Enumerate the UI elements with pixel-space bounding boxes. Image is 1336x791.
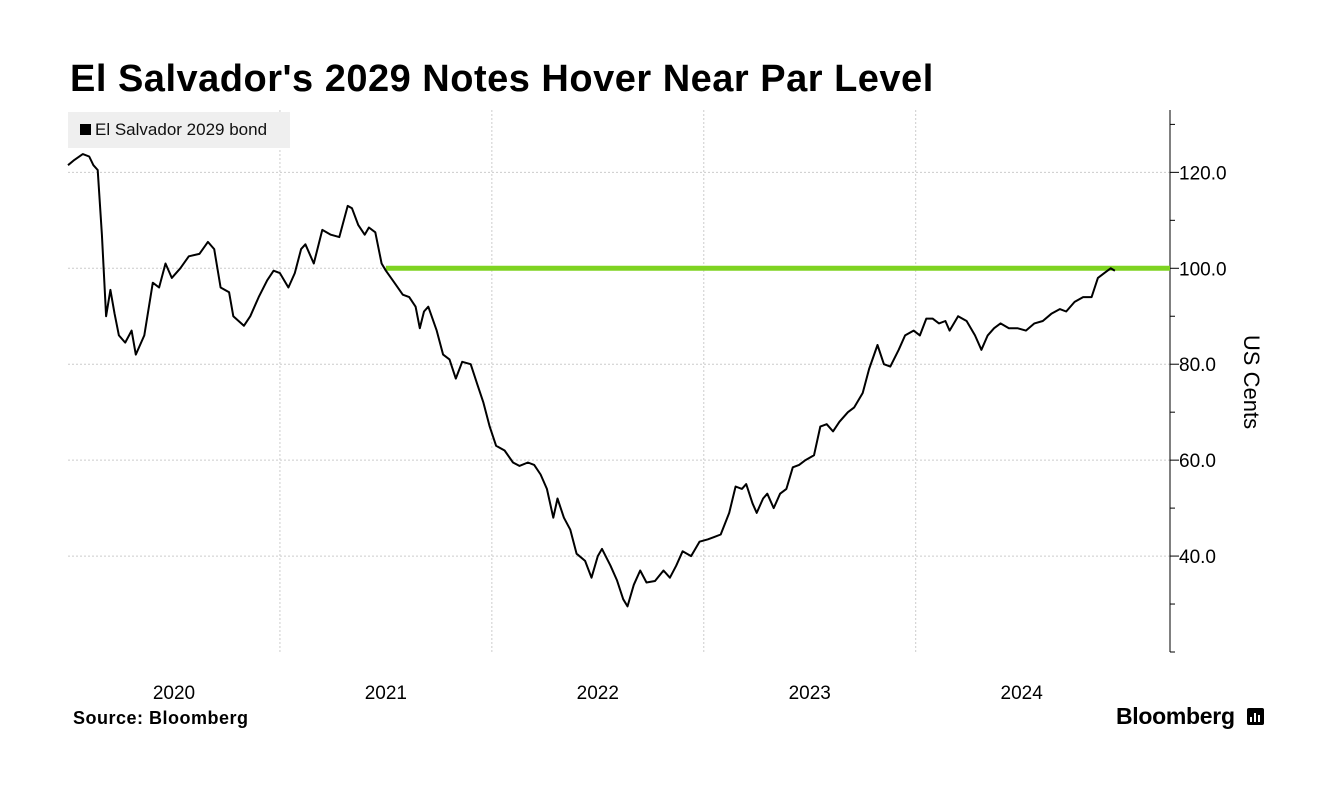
x-tick-label: 2021 (365, 683, 407, 704)
x-tick-label: 2022 (577, 683, 619, 704)
y-tick-label: 100.0 (1179, 259, 1227, 280)
legend-swatch (80, 124, 91, 135)
source-note: Source: Bloomberg (73, 708, 249, 729)
y-tick-label: 80.0 (1179, 355, 1216, 376)
y-axis: 120.0 100.0 80.0 60.0 40.0 US Cents (1169, 110, 1264, 653)
grid-layer (68, 110, 1170, 652)
series-line (67, 153, 1116, 608)
bloomberg-chart-icon (1247, 708, 1264, 725)
chart-title: El Salvador's 2029 Notes Hover Near Par … (70, 58, 934, 100)
x-tick-label: 2024 (1001, 683, 1044, 704)
x-tick-label: 2020 (153, 683, 195, 704)
x-tick-label: 2023 (789, 683, 831, 704)
y-axis-title: US Cents (1239, 335, 1264, 429)
legend-label: El Salvador 2029 bond (95, 120, 268, 139)
brand-name: Bloomberg (1116, 703, 1235, 729)
legend: El Salvador 2029 bond (68, 112, 290, 148)
source-label: Source: (73, 708, 144, 728)
source-value: Bloomberg (149, 708, 249, 728)
y-tick-label: 40.0 (1179, 547, 1216, 568)
series-layer (67, 153, 1116, 608)
x-axis: 2020 2021 2022 2023 2024 (153, 683, 1043, 704)
y-tick-label: 60.0 (1179, 451, 1216, 472)
y-tick-label: 120.0 (1179, 163, 1227, 184)
